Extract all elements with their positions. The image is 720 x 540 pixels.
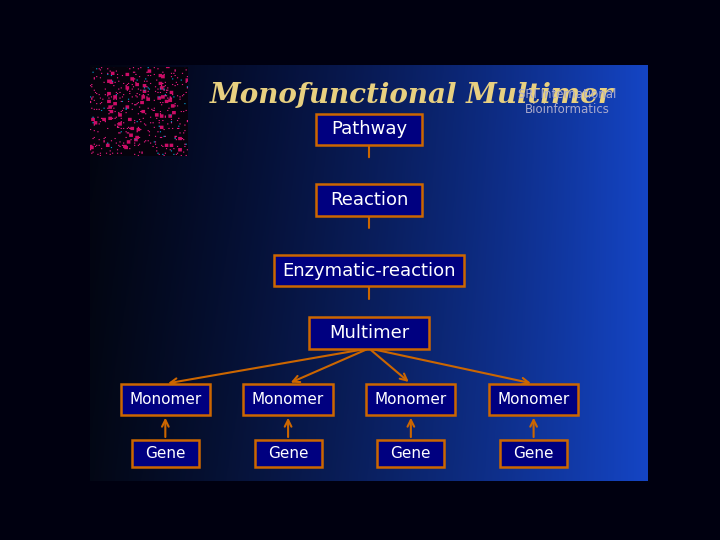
Text: Gene: Gene <box>390 446 431 461</box>
Text: Gene: Gene <box>513 446 554 461</box>
Text: Pathway: Pathway <box>331 120 407 138</box>
Text: Monomer: Monomer <box>129 392 202 407</box>
FancyBboxPatch shape <box>366 384 456 415</box>
FancyBboxPatch shape <box>274 255 464 286</box>
FancyBboxPatch shape <box>243 384 333 415</box>
Text: Monomer: Monomer <box>374 392 447 407</box>
Text: SRI International
Bioinformatics: SRI International Bioinformatics <box>518 87 616 116</box>
FancyBboxPatch shape <box>309 318 429 349</box>
FancyBboxPatch shape <box>316 113 422 145</box>
FancyBboxPatch shape <box>316 184 422 215</box>
Text: Monomer: Monomer <box>498 392 570 407</box>
Text: Monofunctional Multimer: Monofunctional Multimer <box>210 83 613 110</box>
Text: Gene: Gene <box>145 446 186 461</box>
FancyBboxPatch shape <box>500 440 567 467</box>
Text: Gene: Gene <box>268 446 308 461</box>
FancyBboxPatch shape <box>489 384 578 415</box>
FancyBboxPatch shape <box>121 384 210 415</box>
FancyBboxPatch shape <box>377 440 444 467</box>
Text: Reaction: Reaction <box>330 191 408 209</box>
FancyBboxPatch shape <box>132 440 199 467</box>
FancyBboxPatch shape <box>255 440 322 467</box>
Text: Enzymatic-reaction: Enzymatic-reaction <box>282 261 456 280</box>
Text: Multimer: Multimer <box>329 324 409 342</box>
Text: Monomer: Monomer <box>252 392 324 407</box>
